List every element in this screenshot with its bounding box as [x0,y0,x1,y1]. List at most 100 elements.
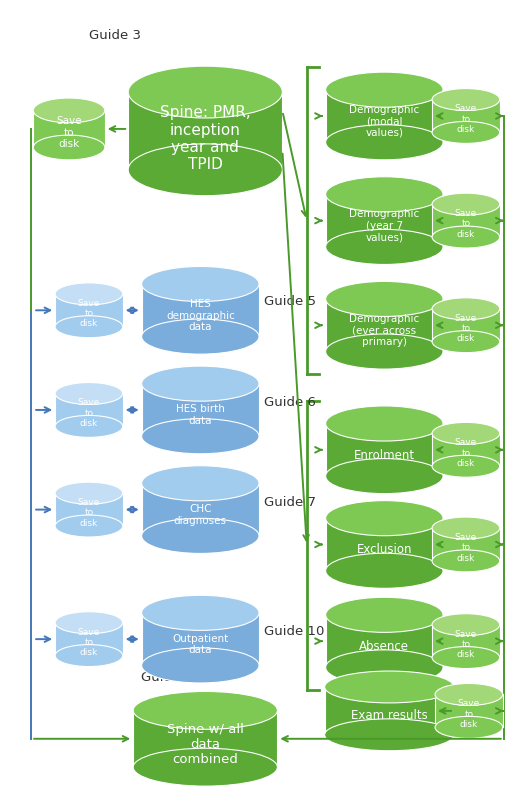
Text: Save
to
disk: Save to disk [455,630,477,660]
Ellipse shape [325,125,443,160]
Ellipse shape [325,719,454,751]
Bar [325,687,454,735]
Bar [142,613,259,665]
Bar [432,99,500,133]
Ellipse shape [432,550,500,572]
Ellipse shape [142,267,259,301]
Ellipse shape [432,193,500,215]
Ellipse shape [325,334,443,369]
Text: Exam results: Exam results [351,709,428,722]
Text: Enrolment: Enrolment [354,449,415,462]
Text: Save
to
disk: Save to disk [455,209,477,239]
Ellipse shape [325,501,443,536]
Text: HES birth
data: HES birth data [176,405,225,426]
Ellipse shape [432,422,500,444]
Bar [55,493,122,526]
Ellipse shape [435,683,503,705]
Ellipse shape [325,597,443,632]
Ellipse shape [432,226,500,248]
Bar [432,204,500,237]
Ellipse shape [325,72,443,107]
Text: Spine: PMR,
inception
year and
TPID: Spine: PMR, inception year and TPID [160,105,251,172]
Ellipse shape [142,466,259,501]
Text: Guide 7: Guide 7 [264,495,316,509]
Text: Save
to
disk: Save to disk [455,314,477,343]
Ellipse shape [432,331,500,353]
Text: Save
to
disk: Save to disk [78,627,100,657]
Text: Guide 4: Guide 4 [330,187,381,200]
Ellipse shape [325,230,443,264]
Ellipse shape [55,611,122,634]
Text: Save
to
disk: Save to disk [56,116,82,149]
Bar [133,710,277,767]
Ellipse shape [432,122,500,144]
Ellipse shape [142,319,259,354]
Text: Save
to
disk: Save to disk [78,299,100,328]
Ellipse shape [55,645,122,667]
Ellipse shape [435,716,503,739]
Text: Guide 8: Guide 8 [330,420,381,433]
Bar [325,194,443,247]
Text: Save
to
disk: Save to disk [455,104,477,134]
Bar [325,615,443,667]
Ellipse shape [55,416,122,437]
Ellipse shape [325,671,454,703]
Bar [325,299,443,352]
Ellipse shape [325,177,443,211]
Ellipse shape [325,282,443,316]
Text: Demographic
(year 7
values): Demographic (year 7 values) [349,209,419,242]
Bar [55,623,122,656]
Bar [432,308,500,342]
Bar [325,90,443,142]
Ellipse shape [142,518,259,553]
Bar [142,484,259,536]
Bar [142,284,259,337]
Ellipse shape [133,748,277,786]
Ellipse shape [432,455,500,477]
Ellipse shape [55,283,122,305]
Text: Guide 9: Guide 9 [330,681,381,694]
Bar [55,394,122,426]
Bar [55,294,122,327]
Bar [33,110,105,148]
Ellipse shape [432,517,500,539]
Text: Guide 6: Guide 6 [264,396,316,409]
Text: Save
to
disk: Save to disk [458,699,480,729]
Ellipse shape [55,482,122,504]
Text: Exclusion: Exclusion [357,544,412,556]
Text: Demographic
(ever across
primary): Demographic (ever across primary) [349,314,419,347]
Ellipse shape [133,691,277,729]
Ellipse shape [432,647,500,668]
Text: Save
to
disk: Save to disk [78,498,100,528]
Text: Guide 10: Guide 10 [264,625,324,638]
Ellipse shape [55,316,122,338]
Ellipse shape [142,648,259,683]
Text: Guide 3: Guide 3 [89,29,141,43]
Bar [128,92,282,170]
Ellipse shape [432,297,500,320]
Bar [325,424,443,476]
Ellipse shape [142,366,259,401]
Bar [142,383,259,436]
Ellipse shape [33,98,105,123]
Text: Guide 5: Guide 5 [264,295,316,308]
Ellipse shape [432,614,500,636]
Text: HES
demographic
data: HES demographic data [166,299,235,332]
Ellipse shape [128,144,282,196]
Ellipse shape [325,458,443,494]
Ellipse shape [325,553,443,589]
Ellipse shape [33,135,105,160]
Ellipse shape [142,419,259,454]
Bar [435,694,503,727]
Text: Absence: Absence [359,640,409,653]
Ellipse shape [55,383,122,405]
Text: Outpatient
data: Outpatient data [172,634,228,655]
Ellipse shape [142,595,259,630]
Bar [432,625,500,657]
Ellipse shape [432,88,500,110]
Text: CHC
diagnoses: CHC diagnoses [174,504,227,525]
Ellipse shape [55,515,122,537]
Text: Guide 11: Guide 11 [141,671,201,684]
Bar [432,528,500,561]
Text: Save
to
disk: Save to disk [455,533,477,563]
